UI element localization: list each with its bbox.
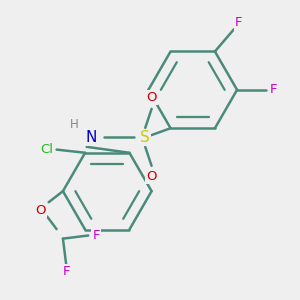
Text: F: F [92,229,100,242]
Text: H: H [70,118,78,131]
Text: F: F [270,83,277,96]
Text: O: O [146,91,157,104]
Text: F: F [62,266,70,278]
Text: O: O [35,204,46,217]
Text: N: N [86,130,97,145]
Text: F: F [235,16,242,29]
Text: Cl: Cl [40,143,54,156]
Text: O: O [146,170,157,183]
Text: S: S [140,130,150,145]
